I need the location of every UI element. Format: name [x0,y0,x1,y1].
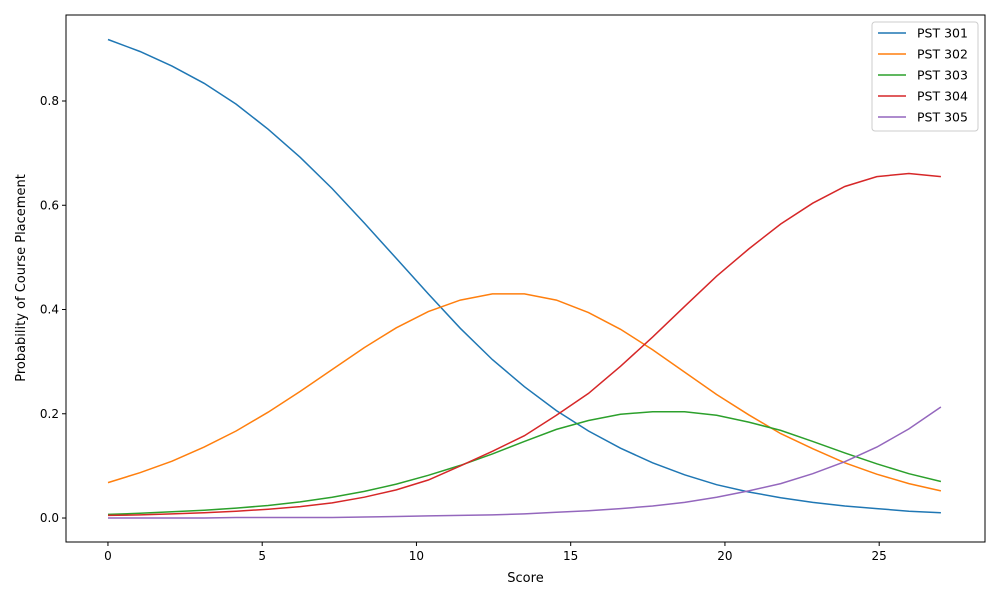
y-tick-label: 0.8 [40,94,59,108]
x-axis-label: Score [507,571,543,586]
series-line-pst-301 [107,38,941,514]
legend: PST 301 PST 302 PST 303 PST 304 PST 305 [871,21,979,132]
x-axis-ticks: 0 5 10 15 20 25 [104,542,887,563]
plot-area [66,15,985,542]
y-tick-label: 0.2 [40,407,59,421]
x-tick-label: 0 [104,549,112,563]
x-tick-label: 20 [717,549,732,563]
x-tick-label: 5 [258,549,266,563]
x-tick-label: 25 [872,549,887,563]
legend-label: PST 301 [917,26,968,41]
series-line-pst-305 [108,406,942,519]
y-axis-ticks: 0.0 0.2 0.4 0.6 0.8 [40,94,66,525]
y-tick-label: 0.6 [40,198,59,212]
y-tick-label: 0.4 [40,303,59,317]
axes-frame [65,14,986,543]
legend-label: PST 304 [917,89,968,104]
x-tick-label: 10 [409,549,424,563]
series-line-pst-302 [107,293,942,492]
series-line-pst-304 [107,172,941,517]
legend-box [871,21,979,132]
series-lines [107,38,942,519]
legend-label: PST 303 [917,68,968,83]
series-line-pst-303 [107,410,942,516]
x-tick-label: 15 [563,549,578,563]
legend-label: PST 305 [917,110,968,125]
legend-label: PST 302 [917,47,968,62]
y-axis-label: Probability of Course Placement [14,174,29,382]
y-tick-label: 0.0 [40,511,59,525]
